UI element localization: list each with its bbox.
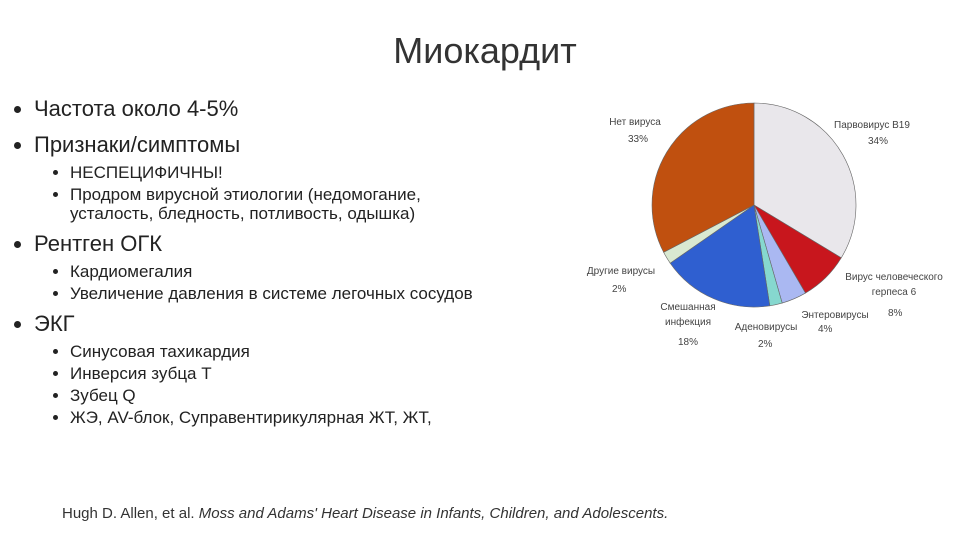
sub-bullet-text: Зубец Q — [70, 386, 136, 405]
sub-bullet-text: Инверсия зубца Т — [70, 364, 212, 383]
sub-bullet: Инверсия зубца Т — [70, 364, 500, 383]
sub-bullet: Увеличение давления в системе легочных с… — [70, 284, 500, 303]
sub-list: Синусовая тахикардия Инверсия зубца Т Зубе… — [34, 342, 500, 427]
bullet: Рентген ОГК Кардиомегалия Увеличение давле… — [34, 229, 554, 303]
sub-bullet: Продром вирусной этиологии (недомогание,… — [70, 185, 500, 223]
sub-bullet-text: Продром вирусной этиологии (недомогание,… — [70, 185, 421, 223]
sub-bullet-text: Синусовая тахикардия — [70, 342, 250, 361]
sub-bullet: ЖЭ, AV-блок, Суправентирикулярная ЖТ, ЖТ… — [70, 408, 500, 427]
bullet-text: Признаки/симптомы — [34, 132, 241, 157]
slice-label: Парвовирус B19 — [834, 120, 910, 131]
slice-value-label: 34% — [868, 136, 889, 147]
bullet-text: ЭКГ — [34, 311, 75, 336]
slice-label: Аденовирусы — [734, 322, 798, 333]
pie-slice — [753, 102, 857, 259]
bullet-text: Рентген ОГК — [34, 231, 163, 256]
sub-bullet-text: ЖЭ, AV-блок, Суправентирикулярная ЖТ, ЖТ… — [70, 408, 432, 427]
citation: Hugh D. Allen, et al. Moss and Adams' He… — [62, 505, 668, 522]
slice-label: Энтеровирусы — [801, 310, 869, 321]
slice-label: Смешанная инфекция — [660, 302, 716, 328]
slice-value-label: 2% — [758, 339, 773, 350]
sub-list: НЕСПЕЦИФИЧНЫ! Продром вирусной этиологии … — [34, 163, 500, 223]
slice-label: Вирус человеческого герпеса 6 — [845, 272, 943, 298]
sub-bullet: Синусовая тахикардия — [70, 342, 500, 361]
slice-value-label: 18% — [678, 337, 699, 348]
bullet-list: Частота около 4-5% Признаки/симптомы НЕСПЕ… — [14, 88, 554, 429]
bullet: Частота около 4-5% — [34, 94, 554, 124]
sub-bullet-text: Кардиомегалия — [70, 262, 193, 281]
sub-bullet: Кардиомегалия — [70, 262, 500, 281]
bullet: ЭКГ Синусовая тахикардия Инверсия зубца Т З… — [34, 309, 554, 427]
pie-slice — [669, 204, 771, 308]
sub-list: Кардиомегалия Увеличение давления в систе… — [34, 262, 500, 303]
citation-authors: Hugh D. Allen, et al. — [62, 505, 195, 522]
sub-bullet: Зубец Q — [70, 386, 500, 405]
sub-bullet: НЕСПЕЦИФИЧНЫ! — [70, 163, 500, 182]
slide-title: Миокардит — [393, 30, 577, 71]
slice-label: Нет вируса — [609, 117, 661, 128]
bullet: Признаки/симптомы НЕСПЕЦИФИЧНЫ! Продром ви… — [34, 130, 554, 223]
sub-bullet-text: НЕСПЕЦИФИЧНЫ! — [70, 163, 223, 182]
pie-slice — [651, 102, 755, 253]
slice-value-label: 2% — [612, 284, 627, 295]
sub-bullet-text: Увеличение давления в системе легочных с… — [70, 284, 473, 303]
citation-book: Moss and Adams' Heart Disease in Infants… — [198, 505, 669, 522]
bullet-text: Частота около 4-5% — [34, 96, 239, 121]
slice-value-label: 33% — [628, 134, 649, 145]
slice-value-label: 4% — [818, 324, 833, 335]
slice-label: Другие вирусы — [586, 266, 656, 277]
slice-value-label: 8% — [888, 308, 903, 319]
